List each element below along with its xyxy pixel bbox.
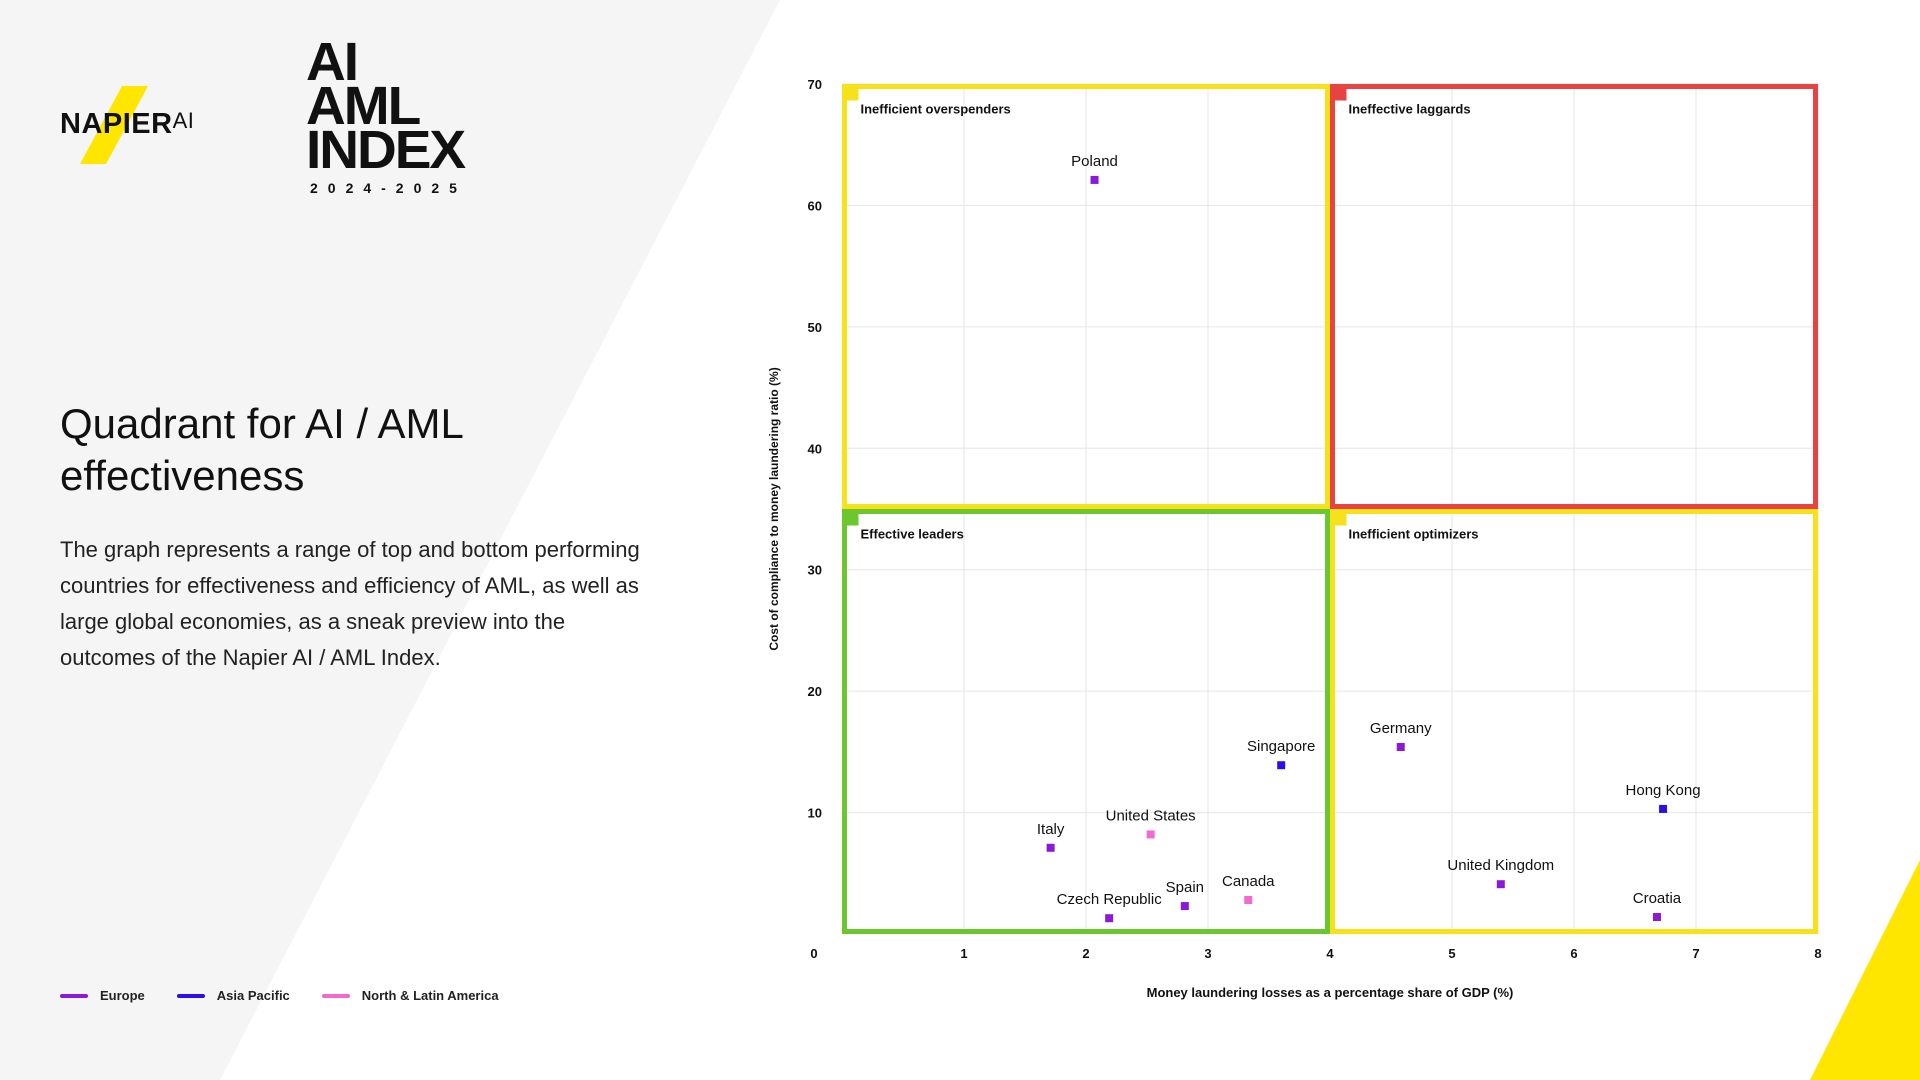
napier-slash-icon — [80, 86, 148, 164]
chart-legend: Europe Asia Pacific North & Latin Americ… — [60, 988, 499, 1003]
x-axis-label: Money laundering losses as a percentage … — [1147, 985, 1514, 1000]
point-label-germany: Germany — [1370, 720, 1432, 737]
index-logo-line-2: AML — [306, 76, 421, 136]
quadrant-corner-1 — [1332, 86, 1347, 101]
tick-label-y-40: 40 — [808, 441, 822, 456]
legend-swatch-americas — [321, 993, 350, 998]
quadrant-frame-2 — [842, 509, 1330, 934]
point-croatia — [1652, 913, 1661, 921]
point-canada — [1244, 896, 1253, 904]
point-label-czech-republic: Czech Republic — [1057, 891, 1163, 908]
page-title: Quadrant for AI / AML effectiveness — [60, 400, 463, 499]
point-label-canada: Canada — [1222, 873, 1275, 890]
quadrant-corner-3 — [1332, 511, 1347, 526]
quadrant-label-1: Ineffective laggards — [1349, 102, 1471, 117]
point-italy — [1046, 843, 1055, 852]
napier-logo: NAPIERAI — [60, 86, 260, 164]
quadrant-frame-0 — [842, 84, 1330, 509]
tick-label-y-70: 70 — [808, 77, 822, 92]
point-czech-republic — [1105, 914, 1114, 923]
index-logo-line-3: INDEX — [306, 120, 466, 180]
tick-label-y-50: 50 — [808, 320, 822, 335]
tick-label-x-8: 8 — [1814, 946, 1821, 961]
tick-label-y-60: 60 — [808, 198, 822, 213]
point-spain — [1180, 902, 1189, 911]
tick-label-x-2: 2 — [1082, 946, 1089, 961]
quadrant-label-0: Inefficient overspenders — [861, 102, 1011, 117]
legend-label-americas: North & Latin America — [361, 988, 499, 1003]
tick-label-x-3: 3 — [1204, 946, 1211, 961]
y-axis-label: Cost of compliance to money laundering r… — [767, 367, 781, 650]
point-poland — [1090, 175, 1099, 184]
point-label-spain: Spain — [1166, 879, 1204, 896]
point-label-singapore: Singapore — [1247, 738, 1315, 755]
tick-label-x-7: 7 — [1692, 946, 1699, 961]
corner-accent-shape — [1810, 860, 1920, 1080]
quadrant-frame-1 — [1330, 84, 1818, 509]
tick-label-x-5: 5 — [1448, 946, 1455, 961]
quadrant-corner-0 — [844, 86, 859, 101]
tick-label-x-4: 4 — [1326, 946, 1334, 961]
point-germany — [1396, 743, 1405, 751]
point-label-croatia: Croatia — [1633, 890, 1682, 907]
point-label-italy: Italy — [1037, 821, 1065, 838]
legend-label-asia-pacific: Asia Pacific — [216, 988, 290, 1003]
tick-label-y-30: 30 — [808, 563, 822, 578]
point-united-states — [1146, 830, 1155, 839]
tick-label-y-20: 20 — [808, 684, 822, 699]
legend-label-europe: Europe — [100, 988, 145, 1003]
quadrant-corner-2 — [844, 511, 859, 526]
legend-item-europe: Europe — [60, 988, 145, 1003]
point-label-poland: Poland — [1071, 153, 1118, 170]
tick-label-x-1: 1 — [960, 946, 967, 961]
point-singapore — [1277, 761, 1286, 770]
napier-logo-text: NAPIERAI — [60, 108, 195, 140]
ai-aml-index-logo: AI AML INDEX 2024-2025 — [306, 35, 496, 196]
legend-swatch-europe — [60, 993, 88, 998]
legend-swatch-asia-pacific — [176, 993, 205, 998]
legend-item-asia-pacific: Asia Pacific — [176, 988, 290, 1003]
point-label-united-states: United States — [1106, 807, 1196, 824]
index-logo-line-1: AI — [306, 32, 359, 92]
point-label-united-kingdom: United Kingdom — [1447, 857, 1554, 874]
tick-label-origin: 0 — [810, 946, 817, 961]
quadrant-chart: Inefficient overspenders Ineffective lagg… — [767, 77, 1822, 1000]
quadrant-label-2: Effective leaders — [861, 527, 964, 542]
tick-label-y-10: 10 — [808, 806, 822, 821]
index-logo-year: 2024-2025 — [310, 180, 467, 196]
page-description: The graph represents a range of top and … — [60, 537, 640, 670]
point-label-hong-kong: Hong Kong — [1626, 782, 1701, 799]
point-united-kingdom — [1496, 880, 1505, 889]
point-hong-kong — [1659, 804, 1668, 813]
quadrant-label-3: Inefficient optimizers — [1349, 527, 1479, 542]
quadrant-frame-3 — [1330, 509, 1818, 934]
legend-item-americas: North & Latin America — [321, 988, 499, 1003]
tick-label-x-6: 6 — [1570, 946, 1577, 961]
